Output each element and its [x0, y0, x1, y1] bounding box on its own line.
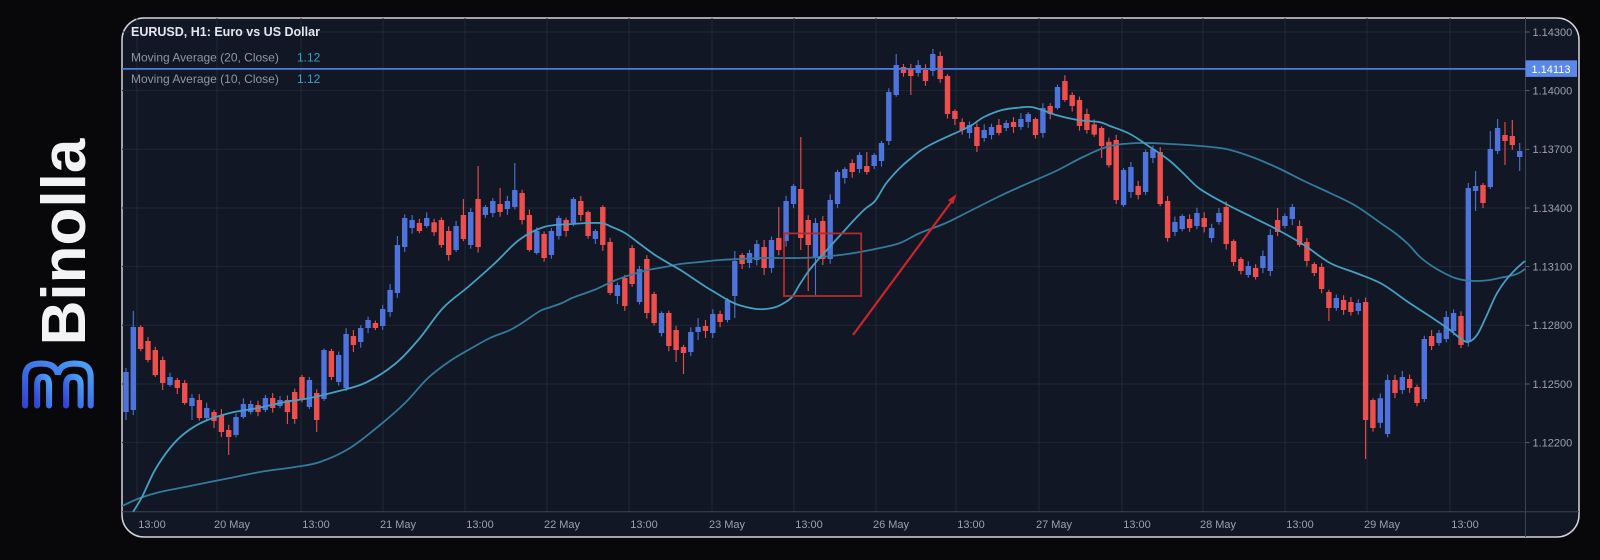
- svg-text:13:00: 13:00: [302, 519, 330, 531]
- svg-text:27 May: 27 May: [1036, 519, 1073, 531]
- svg-text:13:00: 13:00: [1451, 519, 1479, 531]
- svg-text:1.12800: 1.12800: [1533, 320, 1573, 332]
- svg-text:13:00: 13:00: [957, 519, 985, 531]
- svg-text:1.12500: 1.12500: [1533, 379, 1573, 391]
- svg-text:Moving Average (10, Close): Moving Average (10, Close): [131, 72, 279, 86]
- svg-text:1.14000: 1.14000: [1533, 85, 1573, 97]
- svg-text:13:00: 13:00: [630, 519, 658, 531]
- svg-text:1.13100: 1.13100: [1533, 261, 1573, 273]
- svg-text:13:00: 13:00: [795, 519, 823, 531]
- svg-text:13:00: 13:00: [138, 519, 166, 531]
- svg-text:13:00: 13:00: [1123, 519, 1151, 531]
- svg-text:23 May: 23 May: [709, 519, 746, 531]
- svg-text:1.13700: 1.13700: [1533, 144, 1573, 156]
- svg-text:1.12200: 1.12200: [1533, 437, 1573, 449]
- svg-text:22 May: 22 May: [544, 519, 581, 531]
- svg-text:Moving Average (20, Close): Moving Average (20, Close): [131, 51, 279, 65]
- svg-text:13:00: 13:00: [466, 519, 494, 531]
- svg-text:1.14300: 1.14300: [1533, 27, 1573, 39]
- svg-text:1.12: 1.12: [297, 72, 321, 86]
- svg-text:20 May: 20 May: [214, 519, 251, 531]
- svg-text:1.13400: 1.13400: [1533, 203, 1573, 215]
- svg-text:13:00: 13:00: [1286, 519, 1314, 531]
- svg-text:28 May: 28 May: [1200, 519, 1237, 531]
- svg-text:1.12: 1.12: [297, 51, 321, 65]
- svg-text:Binolla: Binolla: [30, 138, 99, 345]
- svg-text:EURUSD, H1: Euro vs US Dollar: EURUSD, H1: Euro vs US Dollar: [131, 25, 320, 39]
- svg-text:21 May: 21 May: [380, 519, 417, 531]
- svg-text:29 May: 29 May: [1364, 519, 1401, 531]
- svg-text:26 May: 26 May: [873, 519, 910, 531]
- svg-text:1.14113: 1.14113: [1532, 64, 1571, 76]
